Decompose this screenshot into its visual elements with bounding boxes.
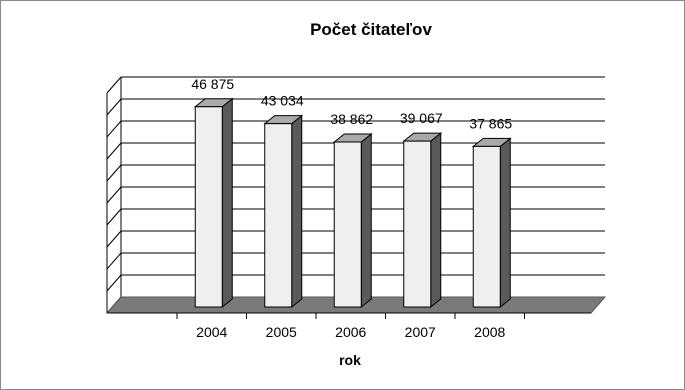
bar-front-face [472, 145, 501, 308]
bar-side-face [499, 137, 511, 309]
chart-title: Počet čitateľov [310, 20, 432, 39]
bar-side-face [221, 97, 233, 309]
side-wall-gridline [106, 76, 122, 94]
value-label: 39 067 [400, 110, 443, 126]
value-labels: 46 875 43 034 38 862 39 067 37 865 [191, 76, 512, 132]
side-wall-gridline [106, 230, 122, 248]
x-tick-label: 2004 [196, 324, 227, 340]
bar-front-face [333, 141, 362, 308]
value-label: 38 862 [330, 111, 373, 127]
bar [263, 114, 304, 309]
bar-front-face [194, 106, 223, 308]
x-tick-label: 2007 [405, 324, 436, 340]
x-axis-tick-labels: 2004 2005 2006 2007 2008 [176, 313, 525, 340]
side-wall-gridline [106, 98, 122, 116]
bar-side-face [430, 132, 442, 309]
side-wall-gridline [106, 120, 122, 138]
x-tick-label: 2008 [474, 324, 505, 340]
bars [193, 97, 512, 309]
bar-front-face [403, 140, 432, 308]
value-label: 37 865 [469, 115, 512, 131]
bar-side-face [360, 132, 372, 309]
bar [402, 132, 443, 309]
bar [193, 97, 234, 309]
bar [471, 137, 512, 309]
x-axis-label: rok [339, 352, 361, 368]
bar-side-face [291, 114, 303, 309]
side-wall-gridline [106, 164, 122, 182]
side-wall-gridline [106, 274, 122, 292]
side-wall-gridline [106, 208, 122, 226]
x-tick-label: 2006 [335, 324, 366, 340]
side-wall-gridline [106, 186, 122, 204]
side-wall-gridline [106, 142, 122, 160]
bar [332, 132, 373, 309]
x-tick-label: 2005 [266, 324, 297, 340]
value-label: 46 875 [191, 76, 234, 92]
bar-front-face [264, 123, 293, 308]
side-wall-gridline [106, 252, 122, 270]
value-label: 43 034 [261, 93, 304, 109]
